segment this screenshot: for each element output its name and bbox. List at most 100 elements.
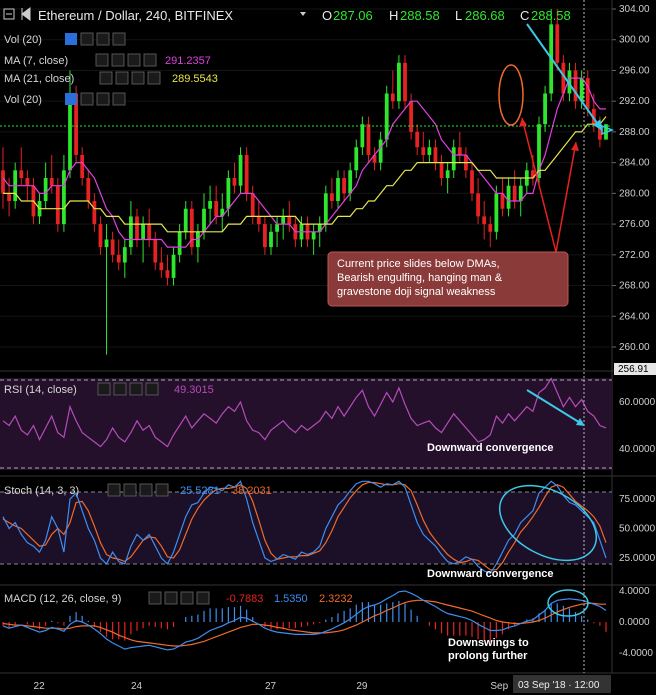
price-tick-label: 260.00 bbox=[619, 342, 650, 353]
stoch-tick-label: 25.0000 bbox=[619, 553, 656, 564]
settings-icon[interactable] bbox=[164, 591, 178, 605]
candle-body bbox=[427, 147, 432, 155]
candle-body bbox=[244, 154, 249, 194]
time-cursor-tag bbox=[513, 675, 611, 693]
callout-line-3: gravestone doji signal weakness bbox=[337, 286, 496, 298]
ohlc-close-label: C bbox=[520, 8, 529, 23]
candle-body bbox=[62, 170, 66, 225]
ma21-label[interactable]: MA (21, close) bbox=[4, 73, 74, 85]
macd-value-1: -0.7883 bbox=[226, 593, 263, 605]
candle-body bbox=[55, 185, 60, 225]
candle-body bbox=[281, 216, 286, 225]
settings-icon[interactable] bbox=[123, 483, 137, 497]
stoch-d-value: 38.2031 bbox=[232, 485, 272, 497]
close-icon[interactable] bbox=[145, 382, 159, 396]
pattern-highlight-ellipse bbox=[498, 64, 524, 126]
macd-highlight-ellipse bbox=[547, 589, 589, 617]
symbol-title[interactable]: Ethereum / Dollar, 240, BITFINEX bbox=[38, 8, 233, 23]
candle-body bbox=[397, 62, 401, 102]
ohlc-high-label: H bbox=[389, 8, 398, 23]
candle-body bbox=[330, 193, 334, 202]
candle-body bbox=[470, 170, 474, 194]
ma7-controls bbox=[95, 53, 157, 67]
macd-tick-label: -4.0000 bbox=[619, 648, 653, 659]
candle-body bbox=[122, 247, 127, 263]
arrow-right-icon bbox=[601, 124, 615, 136]
candle-body bbox=[494, 193, 499, 232]
eye-icon[interactable] bbox=[99, 71, 113, 85]
candle-body bbox=[585, 78, 590, 109]
settings-icon[interactable] bbox=[111, 53, 125, 67]
settings-icon[interactable] bbox=[113, 382, 127, 396]
macd-label[interactable]: MACD (12, 26, close, 9) bbox=[4, 593, 121, 605]
eye-icon[interactable] bbox=[148, 591, 162, 605]
time-tick-label: 29 bbox=[356, 681, 368, 692]
candle-body bbox=[348, 170, 353, 194]
rsi-label[interactable]: RSI (14, close) bbox=[4, 384, 77, 396]
eye-icon[interactable] bbox=[95, 53, 109, 67]
stoch-k-line bbox=[2, 480, 607, 575]
close-icon[interactable] bbox=[143, 53, 157, 67]
candle-body bbox=[482, 216, 487, 225]
close-icon[interactable] bbox=[155, 483, 169, 497]
ohlc-open-label: O bbox=[322, 8, 332, 23]
close-icon[interactable] bbox=[112, 32, 126, 46]
settings-icon[interactable] bbox=[115, 71, 129, 85]
more-icon[interactable] bbox=[96, 92, 110, 106]
chevron-down-icon[interactable] bbox=[300, 12, 306, 16]
ohlc-low-value: 286.68 bbox=[465, 8, 505, 23]
stoch-tick-label: 50.0000 bbox=[619, 524, 656, 535]
ohlc-high-value: 288.58 bbox=[400, 8, 440, 23]
candle-body bbox=[476, 193, 480, 217]
trend-arrow-price bbox=[526, 23, 615, 136]
vol2-label[interactable]: Vol (20) bbox=[4, 94, 42, 106]
time-cursor-label: 03 Sep '18 · 12:00 bbox=[518, 680, 600, 691]
candle-body bbox=[49, 178, 54, 186]
more-icon[interactable] bbox=[139, 483, 153, 497]
candle-body bbox=[43, 178, 48, 202]
more-icon[interactable] bbox=[131, 71, 145, 85]
time-axis: 22 24 27 29 Sep bbox=[34, 681, 509, 692]
eye-icon[interactable] bbox=[97, 382, 111, 396]
time-tick-label: 27 bbox=[265, 681, 277, 692]
close-icon[interactable] bbox=[112, 92, 126, 106]
ohlc-close-value: 288.58 bbox=[531, 8, 571, 23]
price-tick-label: 264.00 bbox=[619, 311, 650, 322]
macd-controls bbox=[148, 591, 210, 605]
more-icon[interactable] bbox=[129, 382, 143, 396]
more-icon[interactable] bbox=[127, 53, 141, 67]
candle-body bbox=[445, 170, 450, 178]
close-icon[interactable] bbox=[147, 71, 161, 85]
more-icon[interactable] bbox=[180, 591, 194, 605]
price-tick-label: 304.00 bbox=[619, 4, 650, 15]
close-icon[interactable] bbox=[196, 591, 210, 605]
candle-body bbox=[86, 178, 91, 202]
settings-icon[interactable] bbox=[80, 92, 94, 106]
stoch-highlight-ellipse bbox=[498, 484, 598, 562]
candle-body bbox=[147, 224, 152, 240]
candle-body bbox=[159, 262, 164, 271]
ma7-line bbox=[2, 77, 606, 248]
rsi-line bbox=[2, 377, 607, 448]
price-tick-label: 292.00 bbox=[619, 96, 650, 107]
stoch-label[interactable]: Stoch (14, 3, 3) bbox=[4, 485, 79, 497]
macd-tick-label: 0.0000 bbox=[619, 617, 650, 628]
settings-icon[interactable] bbox=[80, 32, 94, 46]
vol1-label[interactable]: Vol (20) bbox=[4, 34, 42, 46]
time-tick-label: 24 bbox=[131, 681, 143, 692]
stoch-k-value: 25.5281 bbox=[180, 485, 220, 497]
ma7-label[interactable]: MA (7, close) bbox=[4, 55, 68, 67]
candle-body bbox=[378, 139, 383, 163]
rsi-controls bbox=[97, 382, 159, 396]
macd-value-2: 1.5350 bbox=[274, 593, 308, 605]
price-tick-label: 288.00 bbox=[619, 127, 650, 138]
candle-body bbox=[7, 193, 11, 202]
collapse-icon[interactable] bbox=[3, 8, 15, 20]
eye-icon[interactable] bbox=[65, 93, 77, 105]
candle-body bbox=[25, 178, 30, 186]
candle-body bbox=[220, 208, 225, 217]
price-tick-label: 272.00 bbox=[619, 250, 650, 261]
eye-icon[interactable] bbox=[107, 483, 121, 497]
eye-icon[interactable] bbox=[65, 33, 77, 45]
more-icon[interactable] bbox=[96, 32, 110, 46]
